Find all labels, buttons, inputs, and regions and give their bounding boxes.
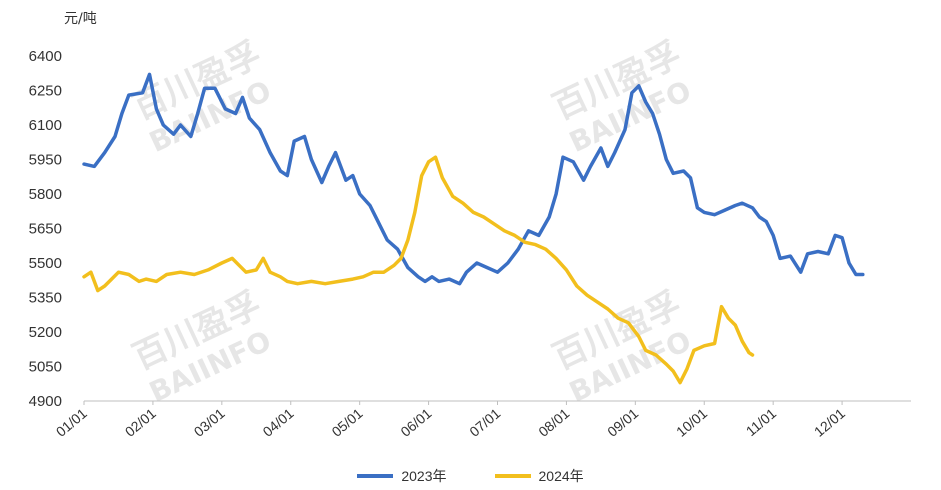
y-tick-label: 5950: [29, 152, 62, 169]
x-tick-label: 02/01: [122, 405, 159, 440]
legend-swatch-2023: [357, 474, 394, 478]
y-axis-ticks: 6400 6250 6100 5950 5800 5650 5500 5350 5200 5050…: [29, 48, 62, 410]
y-tick-label: 5200: [29, 324, 62, 341]
x-tick-label: 11/01: [743, 405, 779, 439]
legend-label-2023: 2023年: [401, 468, 447, 484]
legend-item-2024: 2024年: [494, 466, 584, 486]
y-tick-label: 6400: [29, 48, 62, 65]
x-tick-label: 07/01: [466, 405, 503, 440]
y-unit-label: 元/吨: [64, 11, 97, 27]
x-tick-label: 03/01: [191, 405, 228, 440]
y-tick-label: 5650: [29, 221, 62, 238]
x-tick-label: 10/01: [673, 405, 710, 440]
legend-swatch-2024: [494, 474, 531, 478]
x-tick-label: 08/01: [535, 405, 572, 440]
series-line-2024年: [82, 155, 755, 385]
series-lines: [82, 72, 865, 385]
legend-item-2023: 2023年: [357, 466, 447, 486]
legend-label-2024: 2024年: [538, 468, 584, 484]
x-tick-label: 06/01: [397, 405, 434, 440]
x-tick-label: 09/01: [604, 405, 641, 440]
x-tick-label: 01/01: [53, 405, 90, 440]
legend: 2023年 2024年: [0, 466, 941, 486]
y-tick-label: 5350: [29, 290, 62, 307]
x-tick-label: 05/01: [328, 405, 365, 440]
x-axis-ticks: 01/01 02/01 03/01 04/01 05/01 06/01 07/01 08/01…: [53, 401, 848, 440]
x-tick-label: 04/01: [260, 405, 297, 440]
x-tick-label: 12/01: [811, 405, 848, 440]
series-line-2023年: [82, 72, 865, 286]
y-tick-label: 6100: [29, 117, 62, 134]
y-tick-label: 5050: [29, 359, 62, 376]
y-tick-label: 5500: [29, 255, 62, 272]
y-tick-label: 5800: [29, 186, 62, 203]
y-tick-label: 6250: [29, 83, 62, 100]
y-tick-label: 4900: [29, 393, 62, 410]
